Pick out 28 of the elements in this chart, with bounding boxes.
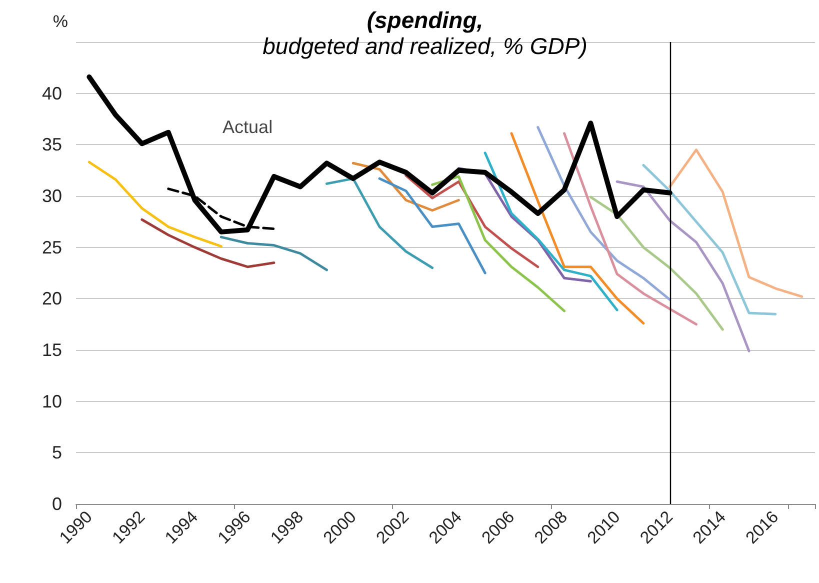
line-series [616,180,750,352]
y-tick-label: 20 [42,288,62,309]
line-series [668,148,804,298]
line-series [404,174,540,268]
y-tick-label: 10 [42,391,62,412]
text: Actual [222,117,273,138]
y-tick-label: 35 [42,134,62,155]
line-series [589,196,724,331]
line-series [642,164,777,316]
line-series [510,132,645,325]
y-axis-title: % [52,12,68,31]
line-series [220,236,328,272]
line-series [536,126,672,301]
line-series [563,132,698,326]
y-tick-label: 5 [52,442,62,463]
line-series [88,160,222,248]
line-series [431,175,566,312]
y-tick-label: 15 [42,340,62,360]
line-series [378,177,486,274]
y-tick-label: 25 [42,237,62,258]
line-series [140,218,276,268]
y-tick-label: 0 [52,494,62,514]
chart-title: (spending, budgeted and realized, % GDP) [262,7,588,59]
y-tick-label: 40 [42,83,62,104]
line-series [325,177,434,270]
line-series [167,188,276,230]
y-tick-label: 30 [42,186,62,206]
line-series [484,152,618,312]
